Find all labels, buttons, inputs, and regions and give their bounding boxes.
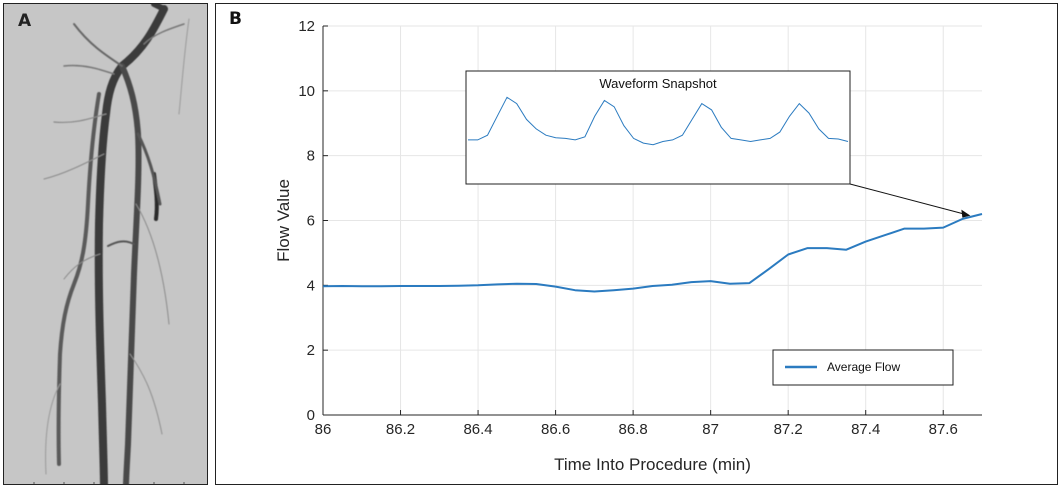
- inset-box: [465, 70, 851, 185]
- panel-a-label: A: [18, 11, 32, 31]
- inset-title: Waveform Snapshot: [599, 76, 717, 91]
- x-tick-label: 86: [315, 421, 332, 438]
- x-tick-label: 86.6: [541, 421, 570, 438]
- y-axis-label: Flow Value: [274, 179, 293, 262]
- x-tick-label: 87: [702, 421, 719, 438]
- x-axis-label: Time Into Procedure (min): [554, 455, 751, 474]
- y-tick-label: 12: [298, 18, 315, 35]
- panel-b-label: B: [229, 9, 242, 29]
- x-tick-label: 86.2: [386, 421, 415, 438]
- angiogram-image: [4, 4, 207, 484]
- x-tick-label: 86.8: [619, 421, 648, 438]
- x-tick-label: 87.4: [851, 421, 880, 438]
- y-tick-label: 0: [307, 407, 315, 424]
- y-tick-label: 6: [307, 213, 315, 230]
- y-tick-label: 2: [307, 342, 315, 359]
- y-tick-label: 8: [307, 148, 315, 165]
- flow-chart: 86 86.2 86.4 86.6 86.8 87 87.2 87.4 87.6 0 2 4 6 8 10 1…: [274, 18, 983, 474]
- legend-label: Average Flow: [827, 360, 900, 374]
- inset-arrow-head: [961, 209, 971, 218]
- y-tick-label: 4: [307, 277, 315, 294]
- series-line-average-flow: [322, 213, 983, 293]
- x-tick-label: 87.2: [774, 421, 803, 438]
- flow-chart-panel: B 86 86.2 86.4 86.6 86.8 87 87.2 87.4 87.6 0 2 4 6 8 1…: [215, 3, 1058, 485]
- inset-waveform: [468, 96, 849, 146]
- x-tick-label: 87.6: [929, 421, 958, 438]
- angiogram-panel: A: [3, 3, 208, 485]
- inset-arrow-line: [849, 183, 967, 216]
- y-tick-label: 10: [298, 83, 315, 100]
- x-tick-label: 86.4: [463, 421, 492, 438]
